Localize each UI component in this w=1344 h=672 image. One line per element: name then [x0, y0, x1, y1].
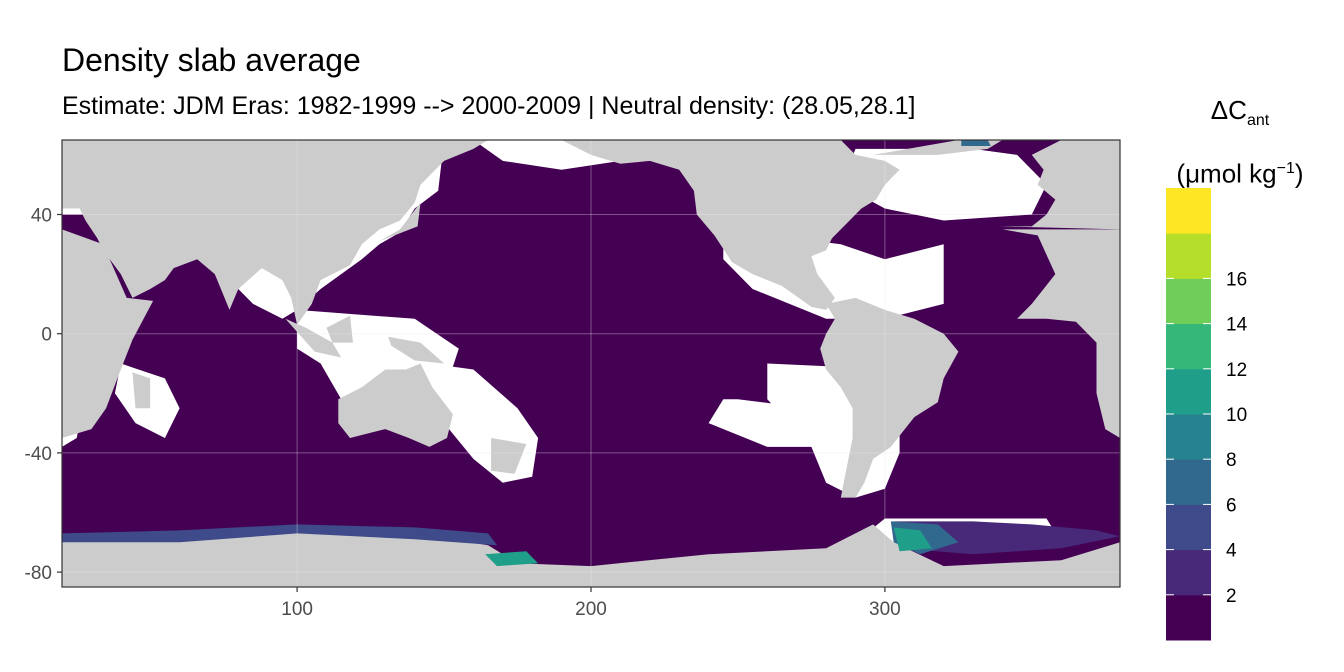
land-south-america	[820, 297, 959, 498]
legend-swatch	[1166, 504, 1211, 551]
legend-title: ΔCant (μmol kg−1)	[1160, 86, 1320, 198]
legend-swatch	[1166, 414, 1211, 460]
chart-title: Density slab average	[62, 42, 361, 78]
patch-ross-sea	[485, 551, 539, 567]
legend-label: 16	[1226, 269, 1247, 290]
land-borneo	[326, 315, 353, 343]
legend-unit-exponent: −1	[1276, 160, 1295, 178]
patch-weddell-outer	[893, 521, 1120, 555]
x-axis-tick-label: 200	[575, 599, 607, 620]
legend-label: 10	[1226, 405, 1247, 426]
land-north-america	[561, 140, 900, 310]
land-europe-east	[999, 140, 1120, 230]
legend-title-symbol: ΔC	[1210, 95, 1247, 125]
map-layers	[62, 140, 1120, 587]
legend-label: 2	[1226, 586, 1237, 607]
land-africa-east	[1002, 229, 1120, 438]
land-australia	[338, 363, 453, 447]
land-new-zealand	[491, 438, 527, 474]
chart-subtitle: Estimate: JDM Eras: 1982-1999 --> 2000-2…	[62, 92, 916, 120]
legend-label: 14	[1226, 315, 1248, 336]
land-new-guinea	[388, 336, 445, 364]
patch-weddell-core	[893, 527, 932, 552]
y-axis-tick-label: -80	[25, 563, 52, 584]
legend-swatch	[1166, 459, 1211, 505]
legend-label: 12	[1226, 360, 1247, 381]
legend-unit-prefix: (μmol kg	[1176, 158, 1277, 189]
land-japan	[379, 202, 421, 242]
land-africa	[62, 229, 154, 438]
land-madagascar	[132, 372, 151, 409]
legend-unit-suffix: )	[1294, 158, 1304, 189]
land-antarctica	[62, 524, 1120, 587]
y-axis-tick-label: -40	[25, 444, 52, 465]
legend-swatch	[1166, 323, 1211, 370]
land-eurasia	[62, 140, 489, 325]
no-data-east-pacific-rise	[708, 399, 856, 447]
y-axis-tick-label: 0	[41, 325, 52, 346]
legend-swatch	[1166, 368, 1211, 415]
patch-antarctic-shelf	[62, 524, 497, 546]
x-axis-tick-label: 100	[281, 599, 313, 620]
legend-swatch	[1166, 549, 1211, 596]
legend-swatch	[1166, 278, 1211, 325]
legend-title-subscript: ant	[1246, 112, 1270, 130]
legend-swatch	[1166, 233, 1211, 279]
legend-label: 6	[1226, 495, 1237, 516]
x-axis-tick-label: 300	[869, 599, 901, 620]
patch-irminger-sea	[961, 140, 991, 146]
legend-label: 8	[1226, 450, 1237, 471]
legend-swatch	[1166, 594, 1211, 641]
legend-label: 4	[1226, 541, 1237, 562]
land-sumatra-java	[285, 318, 342, 358]
y-axis-tick-label: 40	[31, 206, 52, 227]
